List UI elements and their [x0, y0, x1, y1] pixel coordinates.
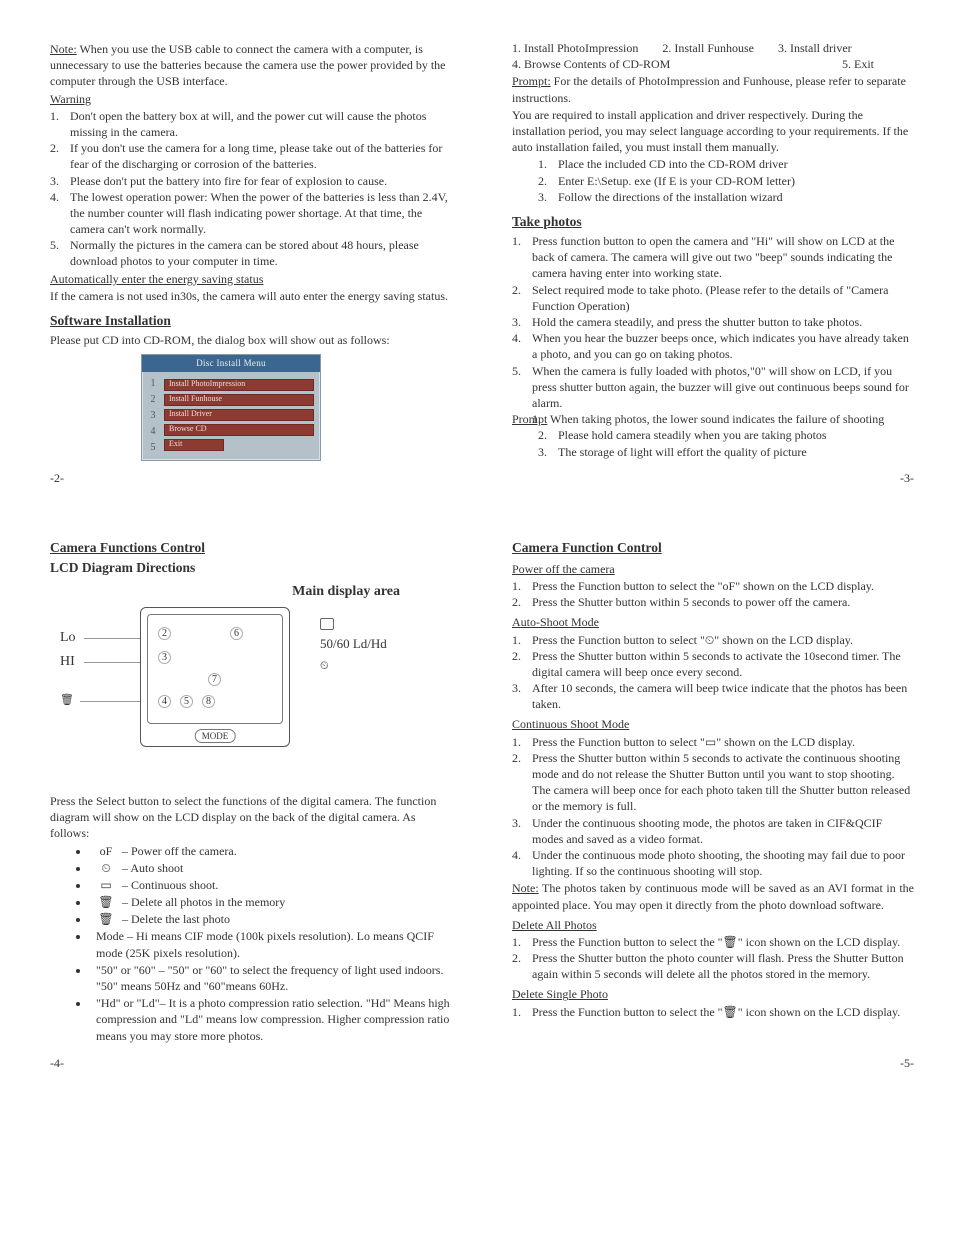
cd-dialog-figure: Disc Install Menu 12345 Install PhotoImp…: [141, 354, 361, 460]
delete-all-icon: 🗑: [96, 894, 116, 910]
install-requirement: You are required to install application …: [512, 107, 914, 156]
lcd-diagram: Main display area MODE Lo HI 2 3 4 5 6 7…: [50, 583, 430, 783]
page-2: Note: When you use the USB cable to conn…: [40, 30, 462, 491]
page-4: Camera Functions Control LCD Diagram Dir…: [40, 521, 462, 1075]
auto-energy-heading: Automatically enter the energy saving st…: [50, 271, 452, 287]
continuous-shoot-heading: Continuous Shoot Mode: [512, 716, 914, 732]
note-label: Note:: [512, 881, 539, 895]
timer-icon: [320, 657, 329, 672]
note-label: Note:: [50, 42, 77, 56]
page-3: 1. Install PhotoImpression 2. Install Fu…: [502, 30, 924, 491]
lo-label: Lo: [60, 629, 76, 648]
timer-icon: ⏲: [96, 860, 116, 876]
page-number: -4-: [50, 1055, 64, 1071]
software-install-body: Please put CD into CD-ROM, the dialog bo…: [50, 332, 452, 348]
hi-label: HI: [60, 653, 75, 672]
delete-single-heading: Delete Single Photo: [512, 986, 914, 1002]
camera-functions-heading: Camera Functions Control: [50, 539, 452, 557]
delete-last-icon: 🗑: [96, 911, 116, 927]
cd-item: Install Driver: [164, 409, 314, 421]
continuous-icon: [320, 618, 334, 630]
prompt-label: Prompt:: [512, 74, 551, 88]
camera-function-control-heading: Camera Function Control: [512, 539, 914, 557]
cd-dialog-title: Disc Install Menu: [142, 355, 320, 371]
cd-item: Browse CD: [164, 424, 314, 436]
trash-icon: [60, 691, 74, 710]
install-options: 1. Install PhotoImpression 2. Install Fu…: [512, 40, 914, 56]
function-list: oF – Power off the camera. ⏲ – Auto shoo…: [50, 843, 452, 1044]
manual-install-steps: 1.Place the included CD into the CD-ROM …: [512, 156, 914, 205]
function-diagram-intro: Press the Select button to select the fu…: [50, 793, 452, 842]
function-extra: "50" or "60" – "50" or "60" to select th…: [90, 962, 452, 994]
warning-heading: Warning: [50, 91, 452, 107]
warning-list: 1.Don't open the battery box at will, an…: [50, 108, 452, 270]
continuous-icon: ▭: [96, 877, 116, 893]
cd-item: Install Funhouse: [164, 394, 314, 406]
lcd-diagram-heading: LCD Diagram Directions: [50, 559, 452, 577]
cd-item: Install PhotoImpression: [164, 379, 314, 391]
page-number: -3-: [900, 470, 914, 486]
cd-item: Exit: [164, 439, 224, 451]
delete-all-heading: Delete All Photos: [512, 917, 914, 933]
page-number: -2-: [50, 470, 64, 486]
auto-energy-body: If the camera is not used in30s, the cam…: [50, 288, 452, 304]
page-number: -5-: [900, 1055, 914, 1071]
auto-shoot-heading: Auto-Shoot Mode: [512, 614, 914, 630]
function-extra: "Hd" or "Ld"– It is a photo compression …: [90, 995, 452, 1044]
lcd-right-status: 50/60 Ld/Hd: [320, 613, 387, 675]
power-off-heading: Power off the camera: [512, 561, 914, 577]
note: Note: When you use the USB cable to conn…: [50, 41, 452, 90]
page-5: Camera Function Control Power off the ca…: [502, 521, 924, 1075]
mode-badge: MODE: [195, 729, 236, 743]
take-photos-steps: 1.Press function button to open the came…: [512, 233, 914, 411]
take-photos-prompt: Prompt 1. When taking photos, the lower …: [512, 411, 914, 427]
take-photos-heading: Take photos: [512, 213, 914, 231]
main-display-label: Main display area: [292, 583, 400, 602]
poweroff-icon: oF: [96, 843, 116, 859]
function-extra: Mode – Hi means CIF mode (100k pixels re…: [90, 928, 452, 960]
software-install-heading: Software Installation: [50, 312, 452, 330]
